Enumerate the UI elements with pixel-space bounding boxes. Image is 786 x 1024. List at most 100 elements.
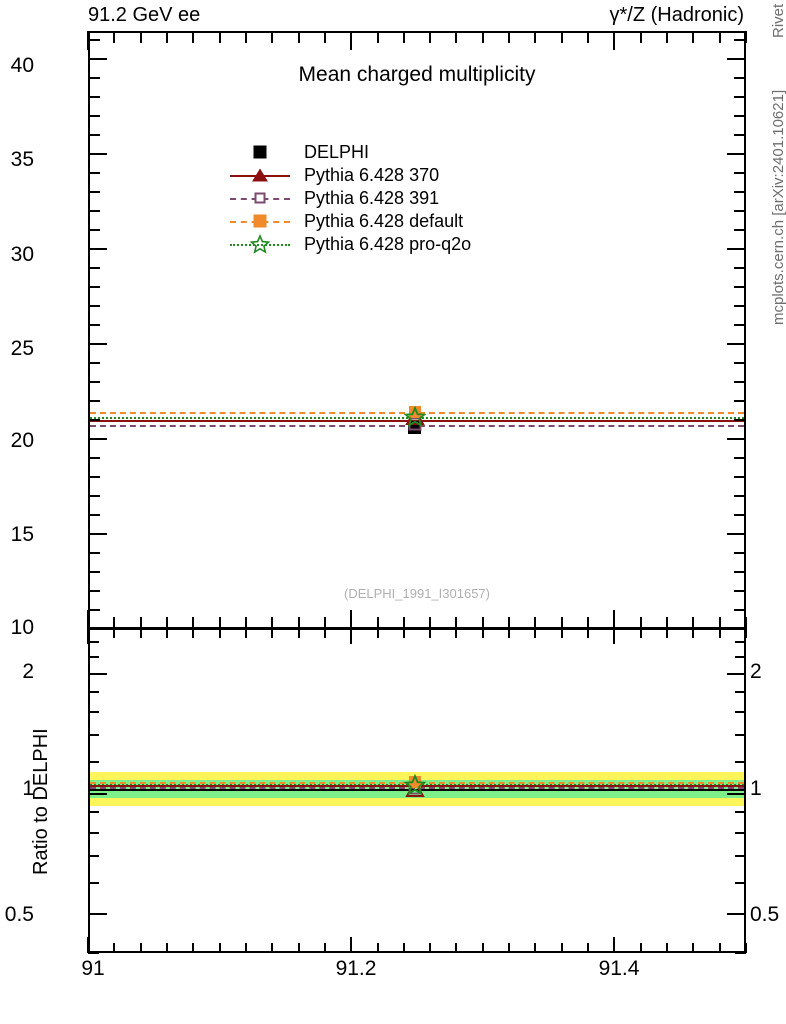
tick-mark <box>402 31 405 43</box>
tick-mark <box>376 31 379 43</box>
legend-entry-delphi: DELPHI <box>230 141 530 164</box>
tick-mark <box>192 617 195 629</box>
tick-mark <box>88 362 100 365</box>
ytick-label-25: 25 <box>10 337 34 360</box>
tick-mark <box>88 476 100 479</box>
tick-mark <box>666 628 669 638</box>
tick-mark <box>429 31 432 43</box>
star-open-icon <box>249 233 271 254</box>
tick-mark <box>297 617 300 629</box>
tick-mark <box>139 617 142 629</box>
tick-mark <box>734 609 746 612</box>
legend-entry-pythia-370: Pythia 6.428 370 <box>230 164 530 187</box>
tick-mark <box>613 937 616 953</box>
tick-mark <box>350 937 353 953</box>
tick-mark <box>88 191 100 194</box>
tick-mark <box>244 628 247 638</box>
tick-mark <box>735 656 746 658</box>
tick-mark <box>88 343 107 346</box>
tick-mark <box>87 610 89 629</box>
tick-mark <box>734 324 746 327</box>
ratio-ytick-label-right-1: 1 <box>750 777 762 800</box>
tick-mark <box>734 476 746 479</box>
tick-mark <box>587 628 590 638</box>
tick-mark <box>560 617 563 629</box>
ytick-label-30: 30 <box>10 243 34 266</box>
tick-mark <box>745 628 747 638</box>
tick-mark <box>666 943 669 953</box>
tick-mark <box>376 617 379 629</box>
tick-mark <box>734 419 746 422</box>
tick-mark <box>735 640 746 643</box>
tick-mark <box>560 31 563 43</box>
legend-label-pythia-391: Pythia 6.428 391 <box>304 188 440 208</box>
tick-mark <box>165 943 168 953</box>
legend-label-delphi: DELPHI <box>304 142 370 162</box>
tick-mark <box>734 514 746 517</box>
tick-mark <box>165 31 168 43</box>
tick-mark <box>323 628 326 638</box>
legend-entry-pythia-default: Pythia 6.428 default <box>230 210 530 233</box>
tick-mark <box>718 617 721 629</box>
tick-mark <box>297 31 300 43</box>
tick-mark <box>244 943 247 953</box>
tick-mark <box>139 628 142 638</box>
tick-mark <box>734 172 746 175</box>
tick-mark <box>745 617 747 629</box>
ratio-ytick-label-right-2: 2 <box>750 660 762 683</box>
tick-mark <box>88 734 99 737</box>
tick-mark <box>587 943 590 953</box>
tick-mark <box>429 617 432 629</box>
square-filled-orange-icon <box>253 214 267 228</box>
ratio-ytick-label-right-0.5: 0.5 <box>750 903 780 926</box>
tick-mark <box>534 617 537 629</box>
ytick-label-15: 15 <box>10 523 34 546</box>
tick-mark <box>734 39 746 42</box>
tick-mark <box>88 761 99 764</box>
tick-mark <box>192 943 195 953</box>
tick-mark <box>508 31 511 43</box>
tick-mark <box>218 31 221 43</box>
tick-mark <box>613 610 616 629</box>
ytick-label-10: 10 <box>10 616 34 639</box>
tick-mark <box>88 419 100 422</box>
tick-mark <box>376 628 379 638</box>
tick-mark <box>88 495 100 498</box>
mcplots-source-label: mcplots.cern.ch [arXiv:2401.10621] <box>770 89 786 325</box>
tick-mark <box>402 617 405 629</box>
tick-mark <box>350 31 353 50</box>
tick-mark <box>692 617 695 629</box>
xtick-label-91.2: 91.2 <box>335 957 377 980</box>
tick-mark <box>218 617 221 629</box>
tick-mark <box>613 628 616 644</box>
tick-mark <box>88 96 100 99</box>
legend-key-pythia-391 <box>230 187 290 210</box>
tick-mark <box>88 533 107 536</box>
tick-mark <box>639 31 642 43</box>
tick-mark <box>534 943 537 953</box>
analysis-watermark: (DELPHI_1991_I301657) <box>344 586 490 601</box>
tick-mark <box>508 628 511 638</box>
tick-mark <box>666 617 669 629</box>
tick-mark <box>88 381 100 384</box>
tick-mark <box>534 31 537 43</box>
tick-mark <box>735 711 746 714</box>
tick-mark <box>88 609 100 612</box>
tick-mark <box>323 943 326 953</box>
tick-mark <box>455 628 458 638</box>
tick-mark <box>88 267 100 270</box>
tick-mark <box>271 628 274 638</box>
tick-mark <box>88 571 100 574</box>
tick-mark <box>88 711 99 714</box>
tick-mark <box>429 628 432 638</box>
tick-mark <box>745 31 747 43</box>
tick-mark <box>88 690 99 693</box>
tick-mark <box>113 617 116 629</box>
tick-mark <box>218 628 221 638</box>
legend-key-pythia-370 <box>230 164 290 187</box>
tick-mark <box>692 628 695 638</box>
ytick-label-35: 35 <box>10 148 34 171</box>
tick-mark <box>734 191 746 194</box>
tick-mark <box>734 400 746 403</box>
square-open-icon <box>254 192 266 204</box>
